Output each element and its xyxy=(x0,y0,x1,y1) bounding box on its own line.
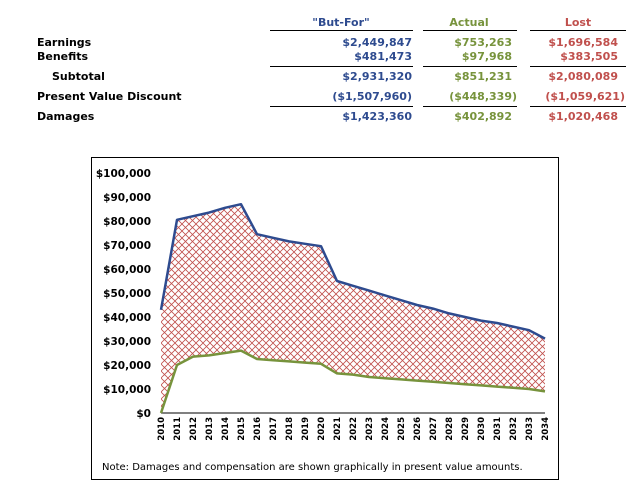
x-tick-label: 2022 xyxy=(349,417,359,441)
header-rule-lost xyxy=(530,30,626,31)
y-tick-label: $0 xyxy=(136,408,151,420)
x-tick-label: 2010 xyxy=(157,417,167,441)
damages-but-for: $1,423,360 xyxy=(342,110,412,123)
subtotal-rule-lost xyxy=(530,66,626,67)
damages-table: "But-For" Actual Lost Earnings $2,449,84… xyxy=(0,0,638,130)
x-tick-label: 2014 xyxy=(221,417,231,441)
damages-rule-actual xyxy=(423,106,517,107)
x-tick-label: 2032 xyxy=(509,417,519,441)
x-tick-label: 2030 xyxy=(477,417,487,441)
x-tick-label: 2029 xyxy=(461,417,471,441)
y-tick-label: $90,000 xyxy=(103,192,151,204)
subtotal-rule-but-for xyxy=(270,66,413,67)
y-tick-label: $10,000 xyxy=(103,384,151,396)
y-tick-label: $20,000 xyxy=(103,360,151,372)
row-label-benefits: Benefits xyxy=(37,50,89,63)
y-tick-label: $30,000 xyxy=(103,336,151,348)
row-label-earnings: Earnings xyxy=(37,36,92,49)
damages-rule-but-for xyxy=(270,106,413,107)
lost-area xyxy=(161,204,545,413)
x-tick-label: 2021 xyxy=(333,417,343,441)
subtotal-lost: $2,080,089 xyxy=(548,70,618,83)
damages-rule-lost xyxy=(530,106,626,107)
y-tick-label: $100,000 xyxy=(96,168,151,180)
header-rule-actual xyxy=(423,30,517,31)
y-tick-label: $60,000 xyxy=(103,264,151,276)
header-rule-but-for xyxy=(270,30,413,31)
x-tick-label: 2026 xyxy=(413,417,423,441)
x-tick-label: 2031 xyxy=(493,417,503,441)
y-tick-label: $40,000 xyxy=(103,312,151,324)
chart-note: Note: Damages and compensation are shown… xyxy=(102,462,523,473)
damages-actual: $402,892 xyxy=(454,110,512,123)
y-tick-label: $80,000 xyxy=(103,216,151,228)
row-label-pv-discount: Present Value Discount xyxy=(37,90,182,103)
row-label-damages: Damages xyxy=(37,110,95,123)
benefits-but-for: $481,473 xyxy=(354,50,412,63)
x-tick-label: 2018 xyxy=(285,417,295,441)
x-tick-label: 2025 xyxy=(397,417,407,441)
earnings-lost: $1,696,584 xyxy=(548,36,618,49)
y-tick-label: $50,000 xyxy=(103,288,151,300)
row-label-subtotal: Subtotal xyxy=(52,70,105,83)
x-tick-label: 2017 xyxy=(269,417,279,441)
header-lost: Lost xyxy=(564,16,592,29)
x-tick-label: 2024 xyxy=(381,417,391,441)
x-tick-label: 2028 xyxy=(445,417,455,441)
subtotal-actual: $851,231 xyxy=(454,70,512,83)
but-for-series-line xyxy=(159,202,546,340)
x-tick-label: 2011 xyxy=(173,417,183,441)
damages-lost: $1,020,468 xyxy=(548,110,618,123)
actual-series-line xyxy=(159,349,546,414)
x-tick-label: 2013 xyxy=(205,417,215,441)
pv-discount-actual: ($448,339) xyxy=(449,90,517,103)
x-tick-label: 2020 xyxy=(317,417,327,441)
x-tick-label: 2027 xyxy=(429,417,439,441)
x-tick-label: 2033 xyxy=(525,417,535,441)
pv-discount-but-for: ($1,507,960) xyxy=(332,90,412,103)
subtotal-but-for: $2,931,320 xyxy=(342,70,412,83)
header-actual: Actual xyxy=(449,16,489,29)
y-tick-label: $70,000 xyxy=(103,240,151,252)
earnings-actual: $753,263 xyxy=(454,36,512,49)
header-but-for: "But-For" xyxy=(312,16,370,29)
pv-discount-lost: ($1,059,621) xyxy=(545,90,625,103)
x-tick-label: 2012 xyxy=(189,417,199,441)
x-tick-label: 2034 xyxy=(541,417,551,441)
benefits-actual: $97,968 xyxy=(461,50,512,63)
x-tick-label: 2023 xyxy=(365,417,375,441)
x-tick-label: 2019 xyxy=(301,417,311,441)
benefits-lost: $383,505 xyxy=(560,50,618,63)
subtotal-rule-actual xyxy=(423,66,517,67)
x-tick-label: 2016 xyxy=(253,417,263,441)
x-tick-label: 2015 xyxy=(237,417,247,441)
earnings-but-for: $2,449,847 xyxy=(342,36,412,49)
